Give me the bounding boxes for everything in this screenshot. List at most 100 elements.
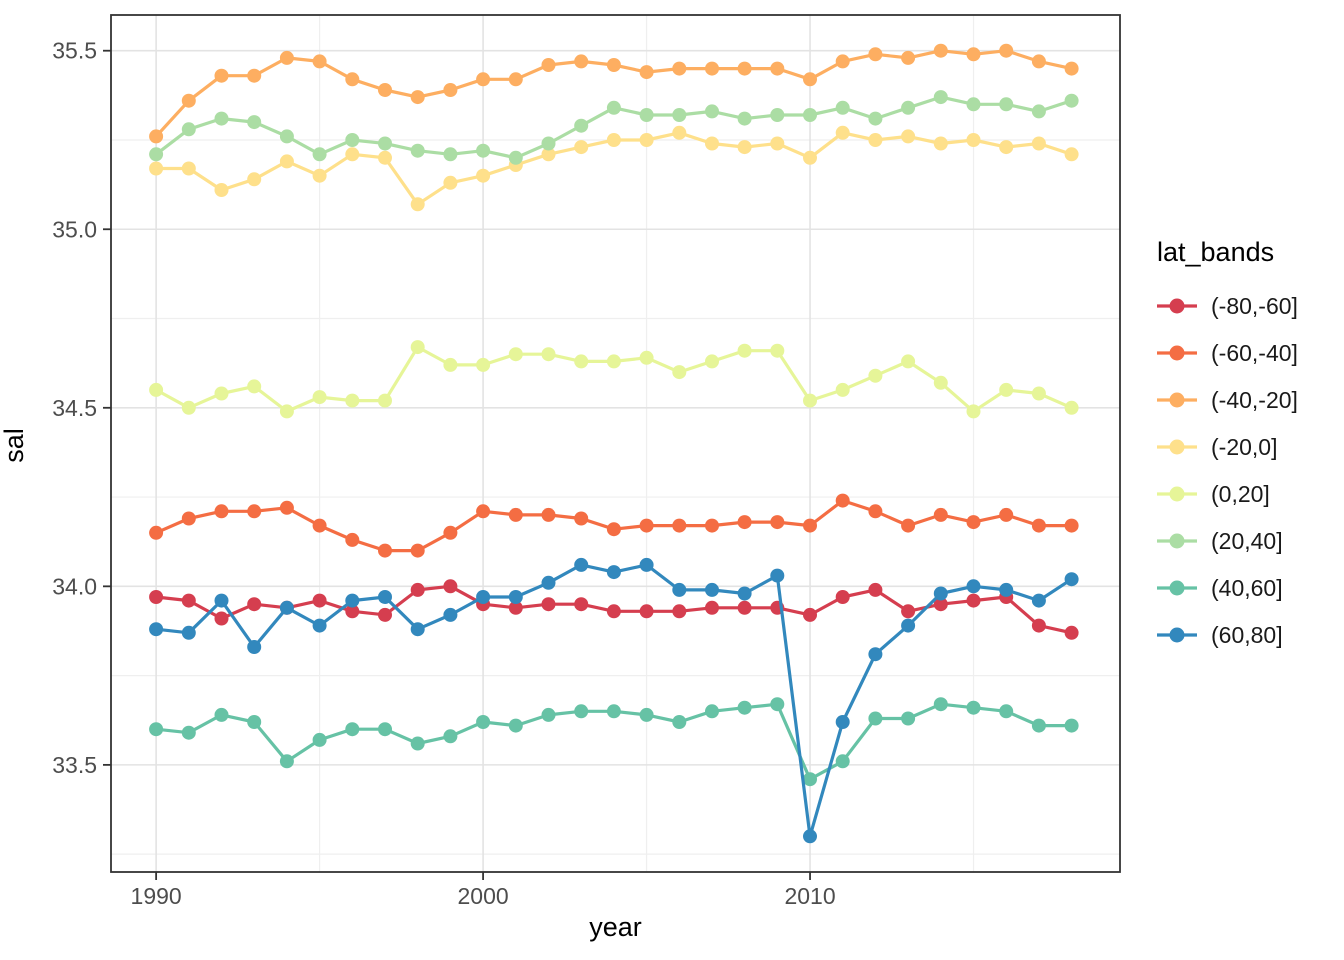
series-point-2 xyxy=(378,83,392,97)
series-point-5 xyxy=(149,147,164,162)
legend-label: (60,80] xyxy=(1211,621,1283,648)
series-point-2 xyxy=(345,72,360,87)
series-point-4 xyxy=(737,343,752,358)
series-point-5 xyxy=(705,104,719,119)
series-point-2 xyxy=(149,129,164,144)
series-point-1 xyxy=(737,515,752,530)
series-point-2 xyxy=(508,72,523,87)
series-point-3 xyxy=(574,140,589,155)
series-point-4 xyxy=(966,404,981,419)
series-point-2 xyxy=(476,72,491,87)
series-point-6 xyxy=(1031,718,1046,733)
series-point-1 xyxy=(574,511,589,526)
legend-key-icon xyxy=(1157,580,1197,596)
series-point-1 xyxy=(247,504,262,519)
series-point-4 xyxy=(149,382,164,397)
series-point-2 xyxy=(1031,54,1046,69)
series-point-4 xyxy=(705,354,719,369)
y-tick-label: 34.0 xyxy=(52,573,97,599)
series-point-0 xyxy=(345,604,360,619)
series-point-1 xyxy=(999,507,1014,522)
series-point-4 xyxy=(214,386,229,401)
series-point-7 xyxy=(868,647,883,662)
series-point-2 xyxy=(868,47,883,62)
series-point-4 xyxy=(1031,386,1046,401)
series-point-0 xyxy=(835,590,850,604)
x-tick-label: 1990 xyxy=(131,883,182,909)
series-point-7 xyxy=(443,607,458,622)
y-tick-label: 34.5 xyxy=(52,395,97,421)
series-point-1 xyxy=(803,518,817,533)
series-point-0 xyxy=(737,600,752,615)
series-point-2 xyxy=(705,61,719,76)
legend-key-icon xyxy=(1157,439,1197,455)
series-point-7 xyxy=(181,625,196,640)
series-point-0 xyxy=(1064,625,1079,640)
legend-item-6: (40,60] xyxy=(1157,574,1298,602)
series-point-2 xyxy=(966,47,981,62)
series-point-0 xyxy=(868,582,883,597)
y-axis-title: sal xyxy=(0,428,29,463)
series-point-5 xyxy=(1031,104,1046,119)
series-point-6 xyxy=(312,732,327,747)
series-point-4 xyxy=(672,365,687,380)
y-tick-label: 35.5 xyxy=(52,38,97,64)
series-point-5 xyxy=(770,108,785,122)
legend-key-icon xyxy=(1157,298,1197,314)
series-point-1 xyxy=(181,511,196,526)
legend-item-0: (-80,-60] xyxy=(1157,292,1298,320)
series-point-0 xyxy=(672,604,687,619)
series-point-5 xyxy=(247,115,262,130)
series-point-2 xyxy=(901,50,916,65)
series-point-4 xyxy=(803,393,817,408)
series-point-3 xyxy=(835,125,850,140)
series-point-6 xyxy=(1064,718,1079,733)
series-point-3 xyxy=(737,140,752,155)
series-point-7 xyxy=(606,565,621,580)
series-point-3 xyxy=(933,136,948,151)
series-point-5 xyxy=(181,122,196,137)
series-point-6 xyxy=(508,718,523,733)
series-point-0 xyxy=(574,597,589,612)
series-point-6 xyxy=(247,715,262,729)
y-tick-label: 35.0 xyxy=(52,216,97,242)
series-point-6 xyxy=(279,754,294,769)
series-point-3 xyxy=(181,161,196,176)
series-point-4 xyxy=(835,382,850,397)
series-point-3 xyxy=(279,154,294,169)
series-point-7 xyxy=(639,557,654,572)
series-point-6 xyxy=(606,704,621,719)
series-point-0 xyxy=(933,597,948,612)
series-point-1 xyxy=(214,504,229,519)
series-point-2 xyxy=(1064,61,1079,76)
series-point-3 xyxy=(541,147,556,162)
series-point-7 xyxy=(835,715,850,729)
legend-key-icon xyxy=(1157,486,1197,502)
series-point-5 xyxy=(639,108,654,122)
series-point-0 xyxy=(410,582,425,597)
series-point-3 xyxy=(639,133,654,147)
series-point-0 xyxy=(149,590,164,604)
series-point-6 xyxy=(933,697,948,712)
series-point-4 xyxy=(279,404,294,419)
series-point-7 xyxy=(770,568,785,583)
series-point-4 xyxy=(639,350,654,365)
legend-item-3: (-20,0] xyxy=(1157,433,1298,461)
series-point-1 xyxy=(901,518,916,533)
series-point-1 xyxy=(1031,518,1046,533)
series-point-7 xyxy=(541,575,556,590)
series-point-2 xyxy=(999,43,1014,58)
series-point-2 xyxy=(803,72,817,87)
series-point-7 xyxy=(312,618,327,633)
series-point-6 xyxy=(737,700,752,715)
series-point-0 xyxy=(378,607,392,622)
series-point-7 xyxy=(1064,572,1079,587)
series-point-2 xyxy=(214,68,229,83)
series-point-5 xyxy=(508,150,523,165)
panel-background xyxy=(111,15,1120,872)
series-point-5 xyxy=(901,100,916,115)
series-point-6 xyxy=(901,711,916,726)
series-point-1 xyxy=(1064,518,1079,533)
series-point-4 xyxy=(312,390,327,405)
